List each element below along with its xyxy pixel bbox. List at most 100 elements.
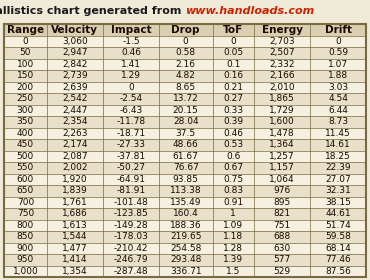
Text: -18.71: -18.71 bbox=[116, 129, 145, 138]
Text: 0.59: 0.59 bbox=[328, 48, 348, 57]
Text: 0.53: 0.53 bbox=[223, 140, 243, 149]
Text: 0.1: 0.1 bbox=[226, 60, 240, 69]
Text: 1,414: 1,414 bbox=[62, 255, 88, 264]
Text: 0.91: 0.91 bbox=[223, 198, 243, 207]
Text: 1,354: 1,354 bbox=[62, 267, 88, 276]
Text: 336.71: 336.71 bbox=[170, 267, 202, 276]
Text: 2,010: 2,010 bbox=[269, 83, 295, 92]
Text: 350: 350 bbox=[17, 117, 34, 126]
Text: 113.38: 113.38 bbox=[170, 186, 202, 195]
Text: 577: 577 bbox=[273, 255, 291, 264]
Text: 93.85: 93.85 bbox=[173, 175, 199, 184]
Text: 0: 0 bbox=[128, 83, 134, 92]
Bar bbox=[4, 116, 366, 127]
Text: 1.39: 1.39 bbox=[223, 255, 243, 264]
Text: 1.07: 1.07 bbox=[328, 60, 348, 69]
Text: 48.66: 48.66 bbox=[173, 140, 199, 149]
Text: 500: 500 bbox=[17, 152, 34, 161]
Text: 950: 950 bbox=[17, 255, 34, 264]
Bar bbox=[4, 197, 366, 208]
Bar bbox=[4, 231, 366, 242]
Text: 293.48: 293.48 bbox=[170, 255, 201, 264]
Text: Range: Range bbox=[7, 25, 44, 35]
Text: 750: 750 bbox=[17, 209, 34, 218]
Text: 2,447: 2,447 bbox=[62, 106, 87, 115]
Text: 895: 895 bbox=[273, 198, 291, 207]
Bar bbox=[4, 162, 366, 174]
Bar bbox=[4, 127, 366, 139]
Text: 0.27: 0.27 bbox=[223, 94, 243, 103]
Text: 1,000: 1,000 bbox=[13, 267, 38, 276]
Text: 1.18: 1.18 bbox=[223, 232, 243, 241]
Text: 1,865: 1,865 bbox=[269, 94, 295, 103]
Text: 77.46: 77.46 bbox=[325, 255, 351, 264]
Text: 0.16: 0.16 bbox=[223, 71, 243, 80]
Text: -64.91: -64.91 bbox=[117, 175, 145, 184]
Text: 50: 50 bbox=[20, 48, 31, 57]
Bar bbox=[4, 70, 366, 81]
Text: 20.15: 20.15 bbox=[173, 106, 199, 115]
Text: -37.81: -37.81 bbox=[116, 152, 145, 161]
Text: 44.61: 44.61 bbox=[325, 209, 351, 218]
Text: 0.83: 0.83 bbox=[223, 186, 243, 195]
Bar bbox=[4, 81, 366, 93]
Text: -178.03: -178.03 bbox=[114, 232, 148, 241]
Bar bbox=[4, 59, 366, 70]
Text: 2,703: 2,703 bbox=[269, 37, 295, 46]
Text: 51.74: 51.74 bbox=[325, 221, 351, 230]
Text: -149.28: -149.28 bbox=[114, 221, 148, 230]
Text: 1.41: 1.41 bbox=[121, 60, 141, 69]
Text: 2,639: 2,639 bbox=[62, 83, 88, 92]
Text: 6.44: 6.44 bbox=[328, 106, 348, 115]
Text: ToF: ToF bbox=[223, 25, 243, 35]
Text: 0.6: 0.6 bbox=[226, 152, 240, 161]
Bar bbox=[4, 220, 366, 231]
Text: Drift: Drift bbox=[324, 25, 352, 35]
Text: 1,477: 1,477 bbox=[62, 244, 88, 253]
Text: 250: 250 bbox=[17, 94, 34, 103]
Text: 2,542: 2,542 bbox=[62, 94, 87, 103]
Text: 1.88: 1.88 bbox=[328, 71, 348, 80]
Text: 2,842: 2,842 bbox=[62, 60, 87, 69]
Text: Velocity: Velocity bbox=[51, 25, 98, 35]
Text: 3,060: 3,060 bbox=[62, 37, 88, 46]
Text: 1,920: 1,920 bbox=[62, 175, 88, 184]
Text: 11.45: 11.45 bbox=[325, 129, 351, 138]
Bar bbox=[4, 47, 366, 59]
Text: 0: 0 bbox=[183, 37, 189, 46]
Text: 32.31: 32.31 bbox=[325, 186, 351, 195]
Text: 2,354: 2,354 bbox=[62, 117, 88, 126]
Bar bbox=[4, 208, 366, 220]
Bar bbox=[4, 151, 366, 162]
Text: 688: 688 bbox=[273, 232, 291, 241]
Text: Drop: Drop bbox=[171, 25, 200, 35]
Bar bbox=[4, 174, 366, 185]
Bar bbox=[4, 36, 366, 47]
Text: -246.79: -246.79 bbox=[114, 255, 148, 264]
Text: 850: 850 bbox=[17, 232, 34, 241]
Text: 0: 0 bbox=[231, 37, 236, 46]
Text: -123.85: -123.85 bbox=[114, 209, 148, 218]
Text: 630: 630 bbox=[273, 244, 291, 253]
Text: 0.46: 0.46 bbox=[223, 129, 243, 138]
Text: -50.27: -50.27 bbox=[117, 163, 145, 172]
Text: 800: 800 bbox=[17, 221, 34, 230]
Text: 1,761: 1,761 bbox=[62, 198, 88, 207]
Text: 219.65: 219.65 bbox=[170, 232, 202, 241]
Text: 200: 200 bbox=[17, 83, 34, 92]
Bar bbox=[4, 242, 366, 254]
Text: 38.15: 38.15 bbox=[325, 198, 351, 207]
Text: 8.73: 8.73 bbox=[328, 117, 348, 126]
Text: 0.67: 0.67 bbox=[223, 163, 243, 172]
Text: 1,257: 1,257 bbox=[269, 152, 295, 161]
Text: 254.58: 254.58 bbox=[170, 244, 201, 253]
Text: 2,507: 2,507 bbox=[269, 48, 295, 57]
Text: 1,157: 1,157 bbox=[269, 163, 295, 172]
Text: 150: 150 bbox=[17, 71, 34, 80]
Text: 450: 450 bbox=[17, 140, 34, 149]
Text: 529: 529 bbox=[274, 267, 291, 276]
Text: 100: 100 bbox=[17, 60, 34, 69]
Text: 4.82: 4.82 bbox=[176, 71, 196, 80]
Text: -6.43: -6.43 bbox=[119, 106, 142, 115]
Bar bbox=[4, 254, 366, 265]
